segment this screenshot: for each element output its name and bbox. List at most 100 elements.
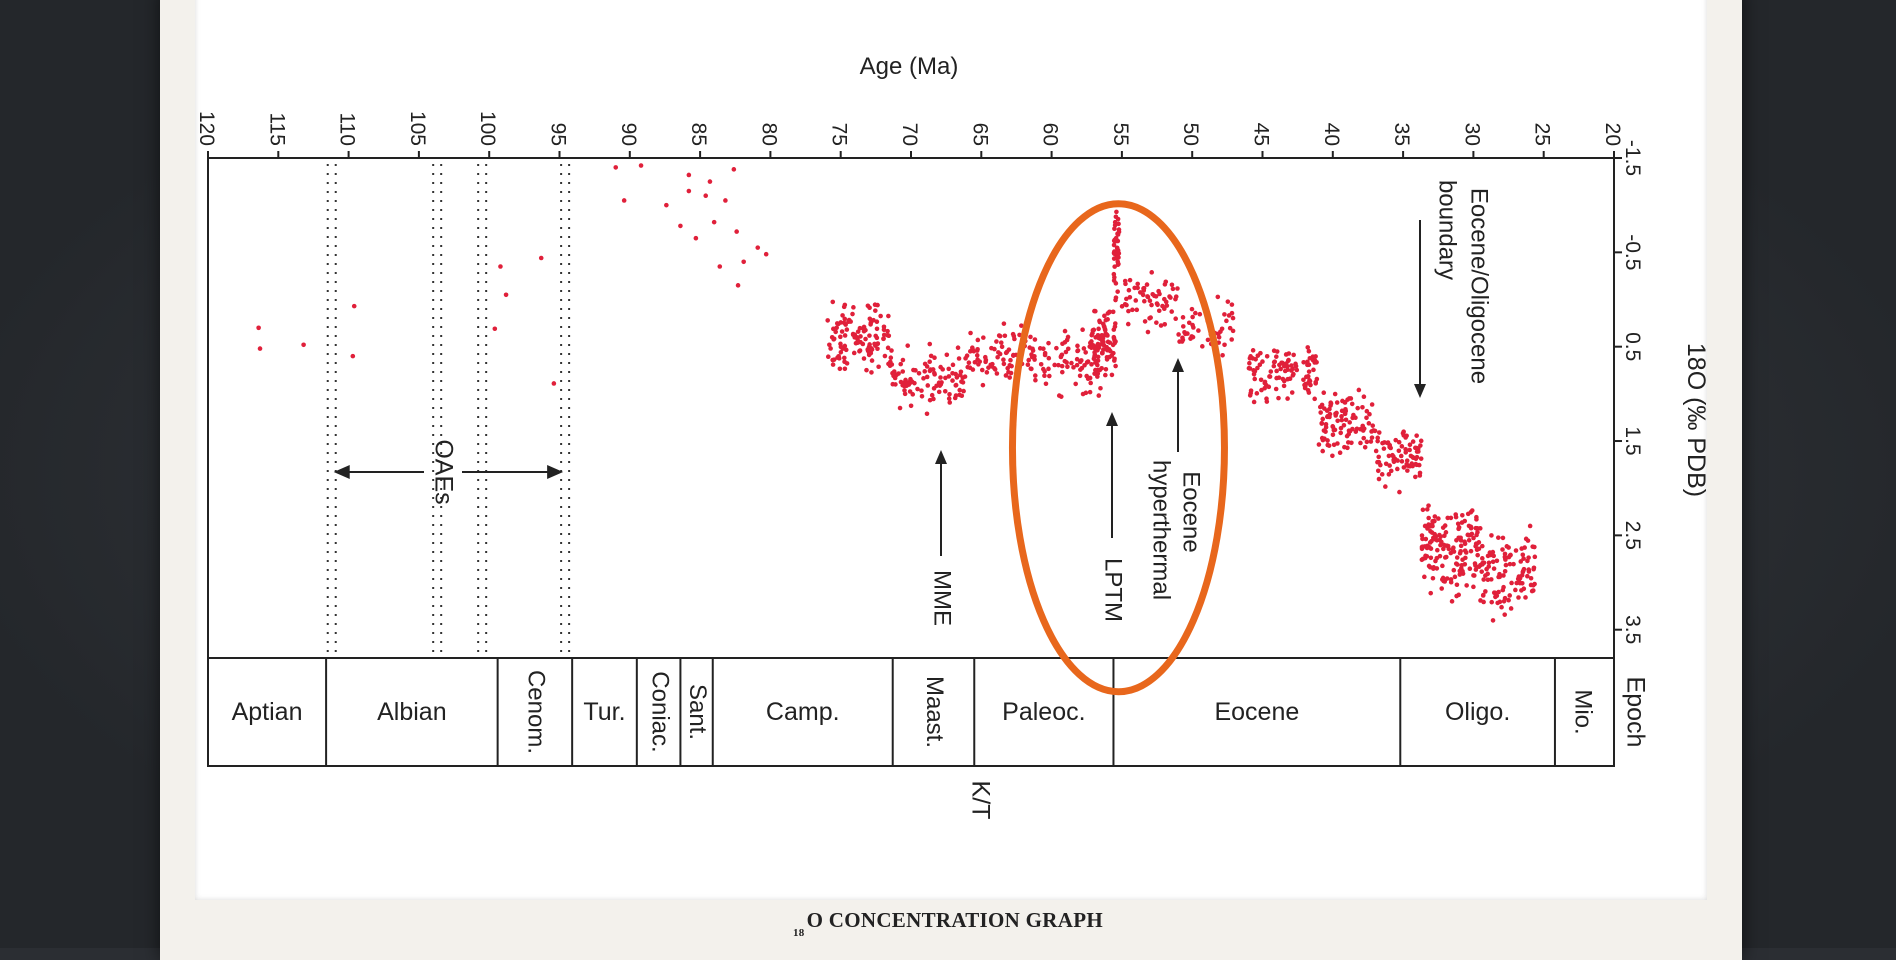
- data-point: [1306, 348, 1312, 354]
- data-point: [1111, 350, 1116, 356]
- data-point: [1222, 312, 1227, 317]
- data-point: [984, 370, 990, 375]
- x-tick-label: 80: [757, 123, 780, 146]
- data-point: [946, 396, 952, 401]
- data-point: [1471, 584, 1476, 590]
- data-point: [1446, 546, 1452, 552]
- data-point: [1097, 318, 1102, 324]
- data-point: [1419, 546, 1425, 552]
- lptm-label: LPTM: [1100, 558, 1127, 622]
- data-point: [1042, 373, 1047, 378]
- data-point: [1368, 439, 1374, 444]
- data-point: [1346, 428, 1352, 433]
- epoch-label: Maast.: [921, 676, 948, 748]
- data-point: [1071, 365, 1076, 370]
- data-point: [1306, 369, 1312, 374]
- data-point: [825, 354, 831, 360]
- data-point: [1180, 324, 1186, 329]
- data-point: [1154, 301, 1160, 306]
- data-point: [1453, 561, 1459, 566]
- data-point: [1135, 281, 1141, 287]
- data-point: [1032, 337, 1038, 342]
- data-point: [1101, 347, 1106, 352]
- data-point: [1471, 535, 1476, 541]
- data-point: [1144, 282, 1150, 287]
- data-point: [955, 345, 961, 351]
- epoch-label: Tur.: [583, 698, 625, 726]
- data-point: [1530, 544, 1535, 549]
- data-point: [999, 344, 1005, 350]
- data-point: [1346, 431, 1352, 437]
- data-point: [351, 303, 357, 309]
- data-point: [1010, 353, 1016, 358]
- data-point: [996, 350, 1001, 355]
- data-point: [1458, 543, 1464, 549]
- data-point: [1099, 365, 1104, 371]
- data-point: [1468, 548, 1474, 554]
- data-point: [983, 357, 989, 363]
- data-point: [1465, 532, 1471, 538]
- data-point: [1263, 382, 1269, 388]
- data-point: [1383, 484, 1388, 489]
- data-point: [1462, 548, 1468, 553]
- data-point: [1176, 332, 1181, 337]
- data-point: [998, 340, 1004, 345]
- data-point: [1247, 360, 1252, 366]
- data-point: [1425, 526, 1430, 531]
- data-point: [621, 198, 627, 203]
- data-point: [838, 334, 843, 340]
- data-point: [1356, 387, 1362, 393]
- data-point: [1451, 545, 1456, 551]
- data-point: [950, 370, 955, 376]
- data-point: [952, 395, 958, 401]
- data-point: [876, 364, 881, 370]
- data-point: [1373, 448, 1379, 454]
- data-point: [1102, 313, 1107, 319]
- data-point: [1289, 363, 1294, 368]
- data-point: [1216, 334, 1222, 340]
- data-point: [981, 335, 986, 340]
- data-point: [1496, 589, 1501, 595]
- data-point: [1253, 356, 1258, 362]
- data-point: [1175, 286, 1180, 291]
- data-point: [869, 347, 875, 352]
- data-point: [885, 345, 891, 351]
- data-point: [961, 388, 966, 394]
- data-point: [1268, 369, 1274, 374]
- data-point: [1038, 361, 1044, 367]
- data-point: [1413, 474, 1418, 480]
- data-point: [1124, 302, 1129, 308]
- data-point: [1065, 346, 1071, 352]
- data-point: [1225, 299, 1231, 304]
- data-point: [1507, 553, 1513, 558]
- data-point: [842, 366, 848, 372]
- data-point: [1026, 357, 1032, 363]
- data-point: [735, 283, 741, 288]
- epoch-bar: Aptian Albian Cenom. Tur. Coniac. Sant. Camp. M…: [207, 657, 1649, 819]
- data-point: [1466, 537, 1472, 543]
- data-point: [1029, 352, 1034, 357]
- data-point: [942, 388, 948, 394]
- x-tick-label: 35: [1390, 123, 1413, 146]
- data-point: [1417, 470, 1423, 476]
- data-point: [1101, 323, 1107, 329]
- data-point: [1305, 387, 1311, 393]
- data-point: [1458, 548, 1464, 554]
- data-point: [1496, 535, 1501, 540]
- data-point: [1112, 219, 1118, 225]
- data-point: [916, 371, 922, 376]
- data-point: [1500, 587, 1506, 593]
- data-point: [741, 259, 746, 265]
- data-point: [1469, 508, 1475, 513]
- data-point: [1331, 427, 1337, 433]
- data-point: [1432, 514, 1438, 519]
- data-point: [1276, 395, 1281, 401]
- data-point: [900, 357, 906, 363]
- data-point: [1474, 532, 1479, 538]
- data-point: [1369, 402, 1375, 407]
- eo-boundary-label-line1: Eocene/Oligocene: [1466, 188, 1493, 384]
- data-point: [1028, 366, 1034, 371]
- data-point: [1033, 377, 1038, 383]
- data-point: [1509, 580, 1514, 586]
- data-point: [1521, 586, 1527, 592]
